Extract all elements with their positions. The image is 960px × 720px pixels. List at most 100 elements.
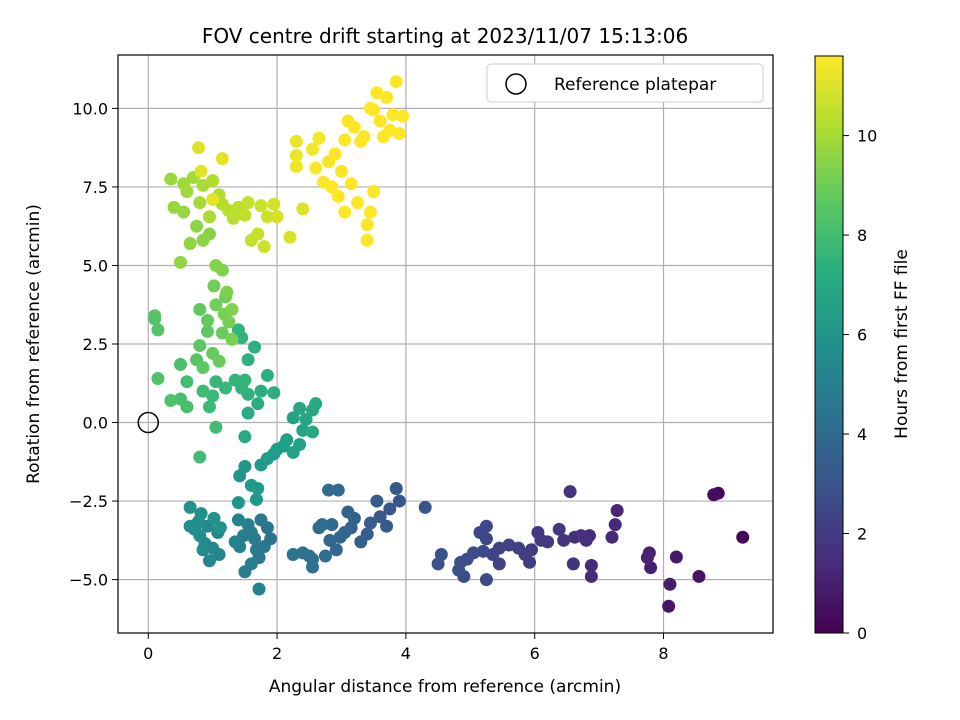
data-point: [183, 236, 197, 250]
data-point: [254, 513, 268, 527]
data-point: [354, 535, 368, 549]
data-point: [241, 518, 255, 532]
data-point: [173, 255, 187, 269]
data-point: [389, 75, 403, 89]
data-point: [241, 353, 255, 367]
data-point: [289, 149, 303, 163]
legend-label: Reference platepar: [554, 75, 716, 95]
x-tick-label: 8: [658, 644, 668, 663]
data-point: [202, 400, 216, 414]
data-point: [492, 557, 506, 571]
data-point: [238, 430, 252, 444]
chart-title: FOV centre drift starting at 2023/11/07 …: [202, 24, 688, 48]
data-point: [238, 373, 252, 387]
x-tick-label: 6: [530, 644, 540, 663]
data-point: [209, 298, 223, 312]
y-tick-label: 7.5: [83, 178, 108, 197]
data-point: [323, 533, 337, 547]
colorbar-gradient: [814, 55, 844, 634]
x-axis-ticks: 0 2 4 6 8: [143, 633, 669, 663]
data-point: [584, 558, 598, 572]
data-point: [289, 160, 303, 174]
data-point: [557, 533, 571, 547]
data-point: [605, 530, 619, 544]
colorbar-tick-label: 2: [857, 525, 867, 544]
data-point: [206, 389, 220, 403]
data-point: [241, 196, 255, 210]
legend-box: [486, 63, 764, 103]
data-point: [180, 375, 194, 389]
data-point: [568, 530, 582, 544]
data-point: [357, 130, 371, 144]
data-point: [296, 202, 310, 216]
data-point: [563, 485, 577, 499]
data-point: [383, 502, 397, 516]
colorbar-ticks: 0 2 4 6 8 10: [843, 127, 877, 643]
data-point: [260, 210, 274, 224]
data-point: [251, 397, 265, 411]
y-tick-label: 0.0: [83, 414, 108, 433]
grid: [118, 55, 773, 633]
data-point: [148, 309, 162, 323]
data-point: [534, 533, 548, 547]
data-point: [736, 530, 750, 544]
data-point: [663, 577, 677, 591]
data-point: [293, 401, 307, 415]
data-point: [254, 384, 268, 398]
data-point: [373, 114, 387, 128]
data-point: [380, 90, 394, 104]
data-point: [584, 569, 598, 583]
data-point: [215, 152, 229, 166]
data-point: [196, 178, 210, 192]
data-point: [286, 411, 300, 425]
data-point: [363, 101, 377, 115]
data-point: [334, 164, 348, 178]
data-point: [386, 108, 400, 122]
data-point: [367, 185, 381, 199]
data-point: [312, 521, 326, 535]
data-point: [201, 324, 215, 338]
legend-open-circle-icon: [505, 73, 527, 95]
data-point: [333, 530, 347, 544]
data-point: [193, 339, 207, 353]
data-point: [209, 375, 223, 389]
data-point: [473, 525, 487, 539]
data-point: [202, 210, 216, 224]
x-tick-label: 4: [401, 644, 411, 663]
data-point: [196, 233, 210, 247]
x-axis-label: Angular distance from reference (arcmin): [269, 677, 621, 697]
data-point: [306, 142, 320, 156]
data-point: [249, 543, 263, 557]
data-point: [392, 494, 406, 508]
data-point: [238, 565, 252, 579]
data-point: [207, 511, 221, 525]
data-point: [392, 127, 406, 141]
data-point: [322, 483, 336, 497]
data-point: [309, 161, 323, 175]
data-point: [329, 543, 343, 557]
data-point: [341, 505, 355, 519]
colorbar: 0 2 4 6 8 10 Hours from first FF file: [814, 55, 912, 643]
data-point: [209, 258, 223, 272]
data-point: [193, 302, 207, 316]
data-point: [452, 563, 466, 577]
data-point: [228, 535, 242, 549]
data-point: [566, 557, 580, 571]
y-tick-label: −2.5: [69, 492, 108, 511]
data-point: [202, 554, 216, 568]
data-point: [196, 361, 210, 375]
data-point: [283, 230, 297, 244]
data-point: [206, 193, 220, 206]
data-point: [231, 323, 245, 337]
data-point: [238, 460, 252, 474]
data-point: [238, 208, 252, 222]
data-point: [610, 503, 624, 517]
data-point: [608, 518, 622, 532]
data-point: [479, 573, 493, 587]
data-point: [260, 368, 274, 382]
data-point: [212, 354, 226, 368]
reference-marker: [137, 411, 160, 434]
data-point: [312, 131, 326, 145]
data-point: [226, 211, 240, 225]
data-point: [251, 482, 265, 495]
